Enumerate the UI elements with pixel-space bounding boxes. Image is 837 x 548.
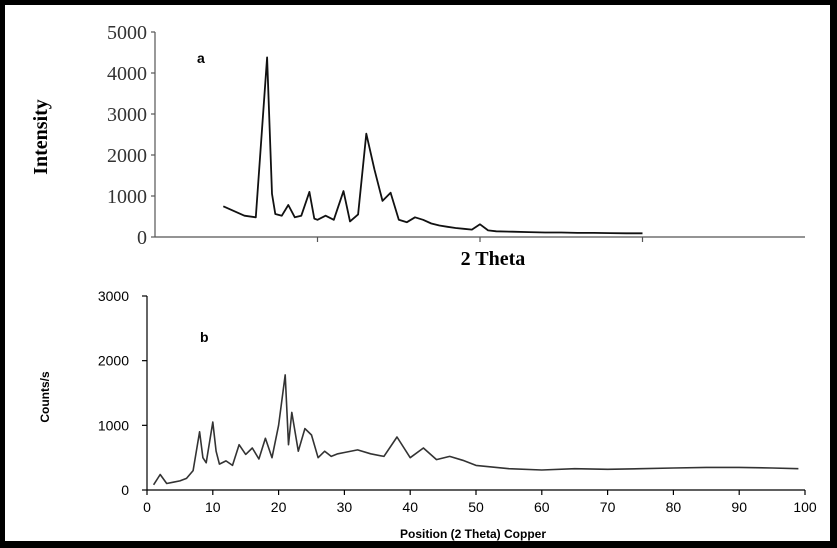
chart-a-y-tick-label: 0 <box>137 227 147 249</box>
chart-b-x-axis-label: Position (2 Theta) Copper <box>400 527 546 541</box>
chart-a-axes <box>154 32 805 238</box>
chart-b-x-tick-label: 60 <box>534 499 550 515</box>
chart-a-y-ticks: 5000 4000 3000 2000 1000 0 <box>107 22 155 249</box>
chart-a-x-axis-label: 2 Theta <box>461 248 526 270</box>
chart-b-x-tick-label: 40 <box>402 499 418 515</box>
chart-b-x-tick-label: 50 <box>468 499 484 515</box>
figure-frame: a Intensity 2 Theta 5000 4000 3000 2000 1000… <box>5 5 830 541</box>
chart-b-x-tick-label: 30 <box>337 499 353 515</box>
chart-a-panel-label: a <box>197 50 205 66</box>
chart-b-axes <box>146 296 805 491</box>
chart-b-panel-label: b <box>200 329 209 345</box>
chart-b-y-tick-label: 1000 <box>98 417 129 433</box>
chart-b-x-tick-label: 100 <box>793 499 817 515</box>
chart-a-y-axis-label: Intensity <box>30 99 52 175</box>
chart-b-y-tick-label: 3000 <box>98 288 129 304</box>
chart-a: a Intensity 2 Theta 5000 4000 3000 2000 1000… <box>30 22 805 270</box>
chart-b-x-tick-label: 20 <box>271 499 287 515</box>
chart-a-y-tick-label: 2000 <box>107 145 147 167</box>
chart-a-x-ticks <box>316 237 644 242</box>
figure-svg: a Intensity 2 Theta 50004000300020001000… <box>30 22 817 541</box>
chart-b-x-tick-label: 0 <box>143 499 151 515</box>
chart-b-y-tick-label: 0 <box>121 482 129 498</box>
chart-a-y-tick-label: 4000 <box>107 63 147 85</box>
chart-b-x-tick-label: 90 <box>731 499 747 515</box>
chart-a-y-tick-label: 5000 <box>107 22 147 44</box>
chart-b-x-ticks: 0 10 20 30 40 50 60 70 80 90 100 <box>143 490 817 515</box>
chart-b-y-ticks: 3000 2000 1000 0 <box>98 288 147 498</box>
chart-b-x-tick-label: 10 <box>205 499 221 515</box>
chart-a-series <box>222 56 643 235</box>
chart-b-x-tick-label: 70 <box>600 499 616 515</box>
chart-b: b Counts/s Position (2 Theta) Copper 300… <box>38 288 817 541</box>
chart-a-y-tick-label: 3000 <box>107 104 147 126</box>
chart-a-y-tick-label: 1000 <box>107 186 147 208</box>
chart-b-series-line <box>152 374 799 486</box>
chart-b-series <box>152 374 799 486</box>
chart-b-y-axis-label: Counts/s <box>38 371 52 423</box>
chart-b-y-tick-label: 2000 <box>98 353 129 369</box>
chart-b-x-tick-label: 80 <box>666 499 682 515</box>
chart-a-series-line <box>222 56 643 235</box>
